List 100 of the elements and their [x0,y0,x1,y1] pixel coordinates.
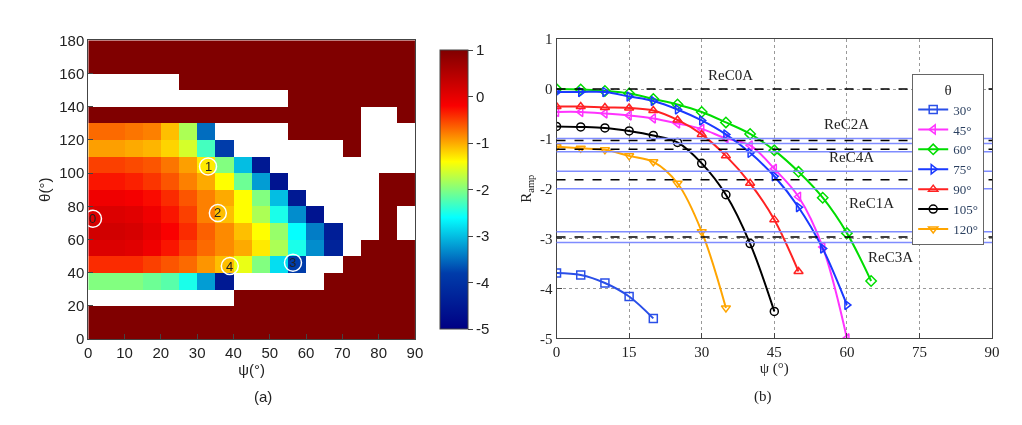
point [626,91,634,102]
point [647,105,659,114]
point [575,145,587,154]
point [648,113,657,124]
color-bar-label: -4 [476,273,490,291]
y-tick-label: -2 [540,181,553,197]
point [768,144,781,157]
point [672,115,683,123]
color-bar-label: -3 [476,227,490,245]
x-tick-label: 75 [912,344,928,361]
point [744,178,756,187]
annotation: ReC0A [708,67,754,83]
x-tick-label: 30 [694,344,710,361]
y-tick-label: 180 [59,31,85,49]
x-tick-label: 15 [621,344,637,361]
y-tick-label: 160 [59,64,85,82]
x-tick-label: 60 [297,344,315,362]
point [575,122,586,132]
y-tick-label: 0 [545,81,553,98]
y-tick-label: -4 [540,280,554,297]
legend-label: 105° [953,202,978,218]
point [600,108,608,119]
point [648,313,659,324]
x-tick-label: 50 [261,344,279,362]
color-bar-label: -1 [476,134,490,152]
annotation: 0 [89,211,97,226]
x-axis-title: ψ (°) [759,360,789,378]
point [624,126,634,136]
annotation: 3 [289,255,297,270]
y-tick-label: 140 [59,97,85,115]
legend-label: 90° [953,182,972,198]
point [792,165,805,178]
legend-label: 45° [953,122,972,138]
point [600,123,610,133]
color-bar-label: -5 [476,320,490,338]
point [793,266,804,275]
legend-label: 30° [953,102,972,118]
x-tick-label: 10 [116,344,133,362]
y-axis-title: θ(°) [36,177,54,202]
point [696,129,708,138]
y-tick-label: -1 [540,131,553,148]
y-tick-label: 40 [67,263,85,281]
annotation: ReC4A [829,149,875,165]
point [695,106,708,118]
point [719,116,732,129]
point [624,291,634,302]
annotation: ReC3A [868,249,914,265]
y-tick-label: 0 [75,330,85,348]
x-tick-label: 30 [188,344,206,362]
point [723,129,731,140]
point [769,306,780,317]
point [575,101,587,110]
annotation: ReC1A [849,195,895,211]
text: (a) [254,388,273,405]
text: (b) [754,388,772,405]
point [745,238,755,249]
annotation: 4 [226,259,234,274]
point [672,137,683,148]
x-tick-label: 90 [406,344,424,362]
point [840,227,853,240]
y-tick-label: -5 [540,330,553,347]
point [623,87,636,100]
x-axis-title: ψ(°) [238,361,265,379]
x-tick-label: 20 [152,344,170,362]
point [624,110,632,121]
color-bar-label: 0 [476,87,485,105]
point [721,189,731,200]
point [795,201,804,213]
point [575,106,584,118]
y-tick-label: 20 [67,297,85,315]
point [865,275,878,287]
legend-label: 75° [953,162,972,178]
y-tick-label: -3 [540,230,553,247]
x-tick-label: 45 [766,344,782,361]
x-tick-label: 90 [984,344,1000,361]
x-tick-label: 40 [225,344,242,362]
point [648,130,659,141]
point [600,278,610,288]
point [575,270,586,280]
point [672,180,683,189]
annotation: 2 [214,205,222,220]
point [768,214,780,223]
y-tick-label: 100 [59,164,85,182]
annotation: ReC2A [824,116,870,132]
legend-label: 60° [953,142,972,158]
point [599,102,611,111]
point [769,163,778,175]
point [696,228,708,237]
point [744,127,757,140]
x-tick-label: 70 [334,344,351,362]
y-tick-label: 80 [67,197,85,215]
point [793,191,802,203]
x-tick-label: 80 [370,344,387,362]
legend-label: 120° [953,222,978,238]
point [745,140,753,151]
point [674,104,683,115]
y-tick-label: 1 [545,31,553,48]
x-tick-label: 60 [839,344,855,361]
annotation: 1 [205,159,213,174]
legend-title: θ [944,81,952,98]
